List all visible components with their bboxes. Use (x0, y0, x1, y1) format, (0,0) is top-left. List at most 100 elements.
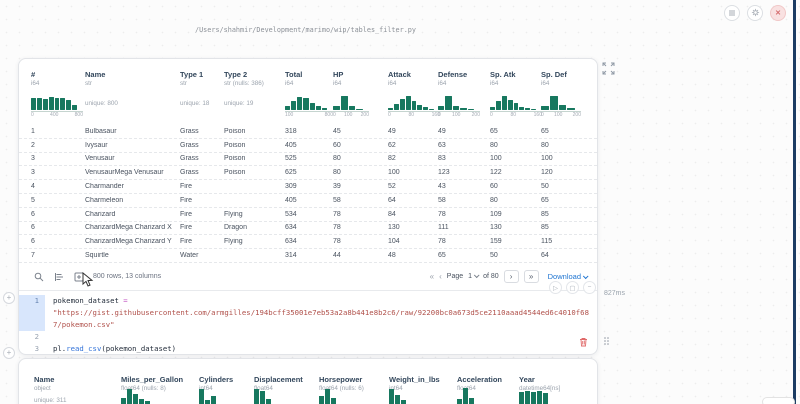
column-histogram (490, 92, 536, 110)
menu-icon (728, 4, 736, 22)
table-row[interactable]: 2 Ivysaur Grass Poison 405 60 62 63 80 80 (19, 139, 597, 153)
column-header-defense[interactable]: Defense i64 0 100 200 (438, 70, 490, 125)
bottom-right-button[interactable] (762, 397, 795, 404)
column-header-attack[interactable]: Attack i64 0 80 160 (388, 70, 440, 125)
table-cell: 4 (31, 183, 35, 191)
prev-page-button[interactable]: ‹ (439, 271, 442, 281)
expand-output-button[interactable] (602, 62, 615, 80)
table-cell: Grass (180, 127, 199, 135)
add-cell-above-button[interactable]: + (3, 292, 15, 304)
table-cell: 104 (388, 238, 400, 246)
table-row[interactable]: 7 Squirtle Water 314 44 48 65 50 64 (19, 249, 597, 263)
table-cell: CharizardMega Charizard X (85, 224, 172, 232)
column-dtype: str (85, 80, 92, 87)
settings-button[interactable] (747, 5, 763, 21)
window-edge-scrollbar[interactable] (793, 0, 796, 404)
column-name: Sp. Def (541, 70, 567, 79)
table-row[interactable]: 6 CharizardMega Charizard X Fire Dragon 634 7… (19, 222, 597, 236)
table-cell: 123 (438, 169, 450, 177)
column-histogram (319, 389, 385, 404)
table-cell: CharizardMega Charizard Y (85, 238, 172, 246)
column-histogram (389, 389, 453, 404)
options-button[interactable]: − (583, 281, 596, 294)
histogram-axis: 0 400 800 (31, 111, 83, 118)
column-header-name[interactable]: Name str unique: 800 (85, 70, 180, 125)
table-row[interactable]: 1 Bulbasaur Grass Poison 318 45 49 49 65 65 (19, 125, 597, 139)
table-cell: 48 (388, 252, 396, 260)
column-header-type-1[interactable]: Type 1 str unique: 18 (180, 70, 224, 125)
table-row[interactable]: 4 Charmander Fire 309 39 52 43 60 50 (19, 180, 597, 194)
drag-handle[interactable] (604, 337, 610, 346)
column-histogram (519, 391, 590, 404)
play-icon: ▷ (553, 284, 558, 292)
table-cell: Fire (180, 238, 193, 246)
table-cell: 80 (490, 141, 498, 149)
table-cell: 6 (31, 238, 35, 246)
search-icon[interactable] (33, 271, 44, 282)
code-variable: pl (53, 344, 62, 353)
column-header-displacement[interactable]: Displacement float64 (254, 375, 319, 404)
table-cell: 78 (333, 224, 341, 232)
file-path: /Users/shahmir/Development/marimo/wip/ta… (195, 26, 416, 34)
stop-cell-button[interactable]: ▢ (566, 281, 579, 294)
table-cell: 314 (285, 252, 297, 260)
column-dtype: float64 (nulls: 8) (121, 385, 166, 392)
column-header-sp-atk[interactable]: Sp. Atk i64 0 80 160 (490, 70, 542, 125)
column-name: Attack (388, 70, 411, 79)
column-header-cylinders[interactable]: Cylinders int64 (199, 375, 254, 404)
column-name: Cylinders (199, 375, 234, 384)
column-dtype: i64 (31, 80, 40, 87)
table-row[interactable]: 6 Charizard Fire Flying 534 78 84 78 109 85 (19, 208, 597, 222)
table-cell: 83 (438, 155, 446, 163)
column-name: Year (519, 375, 535, 384)
notebook-cell-1: # i64 0 400 800 Name str unique: 800 Type 1 str un… (18, 58, 598, 355)
column-header-year[interactable]: Year datetime64[ns] (519, 375, 594, 404)
close-button[interactable]: ✕ (770, 5, 786, 21)
table-row[interactable]: 5 Charmeleon Fire 405 58 64 58 80 65 (19, 194, 597, 208)
column-name: Horsepower (319, 375, 363, 384)
column-header-hp[interactable]: HP i64 0 100 200 (333, 70, 388, 125)
table-row[interactable]: 3 VenusaurMega Venusaur Grass Poison 625 80 10… (19, 166, 597, 181)
code-punct: . (61, 344, 67, 353)
page-number-select[interactable]: 1 (468, 272, 480, 280)
table-cell: Flying (224, 210, 243, 218)
column-header-miles-per-gallon[interactable]: Miles_per_Gallon float64 (nulls: 8) (121, 375, 199, 404)
toggle-charts-icon[interactable] (53, 271, 64, 282)
histogram-axis: 0 100 200 (541, 111, 581, 118)
column-dtype: i64 (285, 80, 294, 87)
histogram-axis: 0 100 200 (333, 111, 369, 118)
delete-cell-button[interactable] (579, 334, 588, 352)
column-header-sp-def[interactable]: Sp. Def i64 0 100 200 (541, 70, 593, 125)
download-button[interactable]: Download (548, 272, 589, 281)
table-cell: Ivysaur (85, 141, 108, 149)
column-header-total[interactable]: Total i64 100 800 (285, 70, 333, 125)
code-editor[interactable]: 1 pokemon_dataset = "https://gist.githubu… (19, 291, 597, 355)
table-cell: 100 (541, 155, 553, 163)
column-header-name[interactable]: Name object unique: 311 (34, 375, 121, 404)
next-page-button[interactable]: › (503, 270, 519, 283)
table-cell: Bulbasaur (85, 127, 117, 135)
table-cell: 109 (490, 210, 502, 218)
last-page-button[interactable]: » (523, 270, 539, 283)
menu-button[interactable] (724, 5, 740, 21)
column-header-type-2[interactable]: Type 2 str (nulls: 386) unique: 19 (224, 70, 285, 125)
column-header-horsepower[interactable]: Horsepower float64 (nulls: 6) (319, 375, 389, 404)
first-page-button[interactable]: « (429, 271, 435, 281)
table-cell: 58 (438, 196, 446, 204)
table-cell: 534 (285, 210, 297, 218)
column-header-weight-in-lbs[interactable]: Weight_in_lbs int64 (389, 375, 457, 404)
table-row[interactable]: 6 CharizardMega Charizard Y Fire Flying 634 7… (19, 235, 597, 250)
table-cell: 65 (490, 127, 498, 135)
table-cell: 64 (388, 196, 396, 204)
square-icon: ▢ (569, 284, 576, 292)
expand-icon (602, 62, 615, 79)
column-name: Name (85, 70, 106, 79)
column-header-acceleration[interactable]: Accelerationfloat64 (457, 375, 519, 404)
add-cell-below-button[interactable]: + (3, 347, 15, 359)
column-header-col[interactable]: # i64 0 400 800 (31, 70, 85, 125)
run-cell-button[interactable]: ▷ (549, 281, 562, 294)
table-row[interactable]: 3 Venusaur Grass Poison 525 80 82 83 100 100 (19, 153, 597, 167)
table-cell: 65 (541, 196, 549, 204)
cell-runtime: 827ms (604, 290, 626, 297)
column-histogram (285, 92, 327, 110)
